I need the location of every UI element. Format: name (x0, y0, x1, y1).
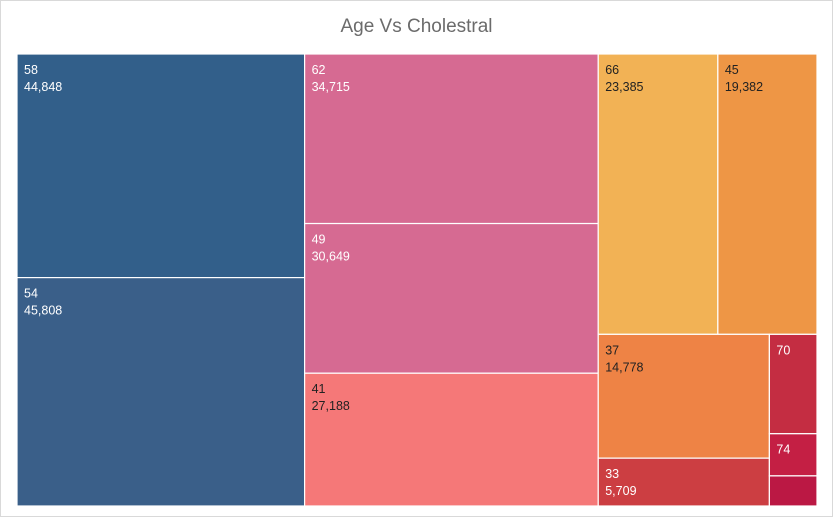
treemap-tile-41: 41 27,188 (304, 372, 599, 507)
treemap-tile-value-label: 19,382 (725, 80, 763, 94)
treemap-tile-age-label: 70 (776, 343, 790, 357)
treemap-tile-age-label: 41 (312, 382, 326, 396)
treemap-tile-value-label: 44,848 (24, 80, 62, 94)
treemap-tile-age-label: 74 (776, 443, 790, 457)
treemap-tile-value-label: 45,808 (24, 304, 62, 318)
treemap-tile-37: 37 14,778 (597, 333, 770, 459)
chart-title: Age Vs Cholestral (340, 16, 493, 37)
treemap-tile-rect (768, 333, 818, 435)
treemap-tile-62: 62 34,715 (304, 53, 599, 225)
treemap-tile-rect (597, 53, 719, 335)
treemap-tile-58: 58 44,848 (16, 53, 306, 279)
treemap-tile-49: 49 30,649 (304, 222, 599, 374)
treemap-tile-rect (768, 475, 818, 507)
treemap-tile-age-label: 37 (605, 343, 619, 357)
treemap-tile-age-label: 62 (312, 63, 326, 77)
treemap-tile-rect (304, 372, 599, 507)
treemap-tile-rect (597, 457, 770, 507)
treemap-tile-70: 70 (768, 333, 818, 435)
treemap-tile-45: 45 19,382 (717, 53, 818, 335)
treemap-tile-value-label: 30,649 (312, 250, 350, 264)
treemap-tile-unlabeled-11 (768, 475, 818, 507)
treemap-tile-age-label: 54 (24, 287, 38, 301)
treemap-tile-54: 54 45,808 (16, 277, 306, 507)
treemap-tile-value-label: 27,188 (312, 399, 350, 413)
treemap-tile-age-label: 45 (725, 63, 739, 77)
treemap-tile-value-label: 14,778 (605, 360, 643, 374)
treemap-tile-rect (597, 333, 770, 459)
treemap-tile-rect (717, 53, 818, 335)
treemap-tile-rect (16, 53, 306, 279)
treemap-tile-rect (304, 222, 599, 374)
treemap-tile-age-label: 49 (312, 233, 326, 247)
treemap-tile-age-label: 33 (605, 467, 619, 481)
treemap-tile-33: 33 5,709 (597, 457, 770, 507)
treemap-tile-value-label: 5,709 (605, 484, 636, 498)
treemap-tile-rect (768, 433, 818, 477)
treemap-tile-age-label: 66 (605, 63, 619, 77)
treemap-tile-66: 66 23,385 (597, 53, 719, 335)
treemap-tile-rect (304, 53, 599, 225)
treemap-tile-value-label: 23,385 (605, 80, 643, 94)
treemap-tile-value-label: 34,715 (312, 80, 350, 94)
treemap-tile-age-label: 58 (24, 63, 38, 77)
treemap-tile-74: 74 (768, 433, 818, 477)
